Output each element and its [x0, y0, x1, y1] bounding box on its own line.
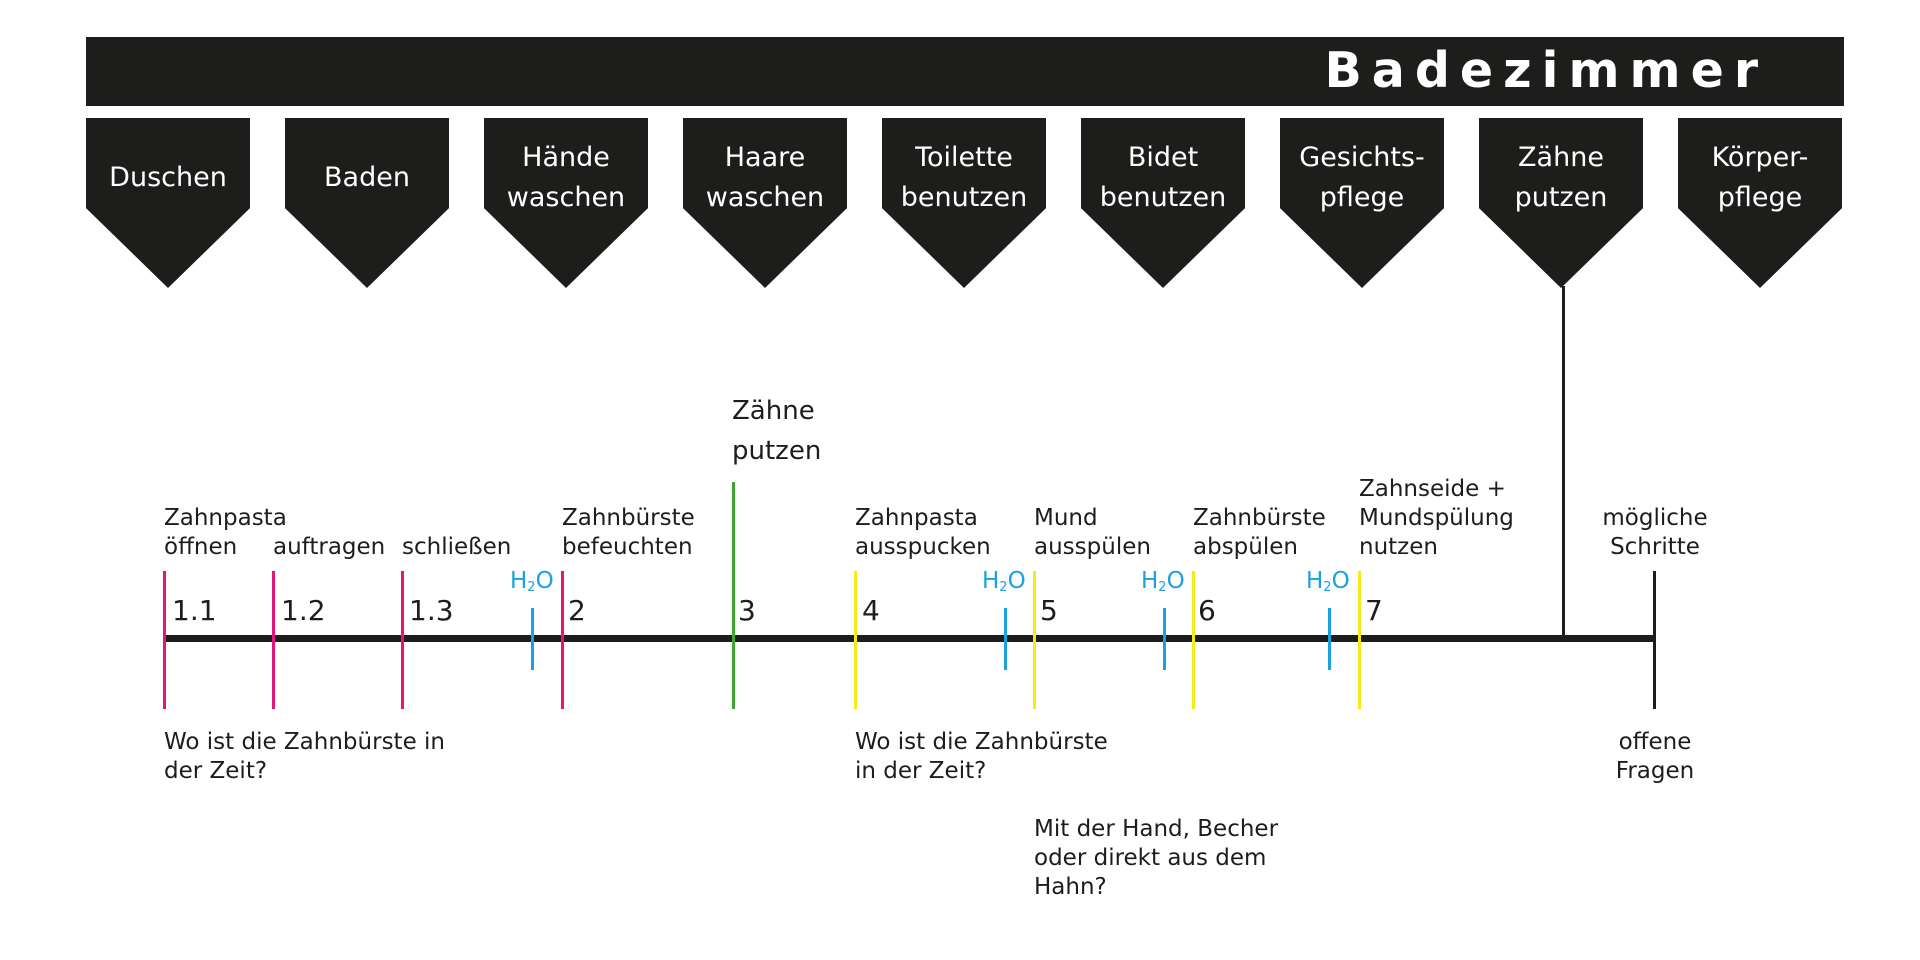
question-text: Wo ist die Zahnbürste in der Zeit?: [164, 729, 445, 784]
tab-label: Gesichts- pflege: [1299, 142, 1425, 213]
step-tick-1-2: [272, 571, 275, 709]
tab-toilette-benutzen[interactable]: Toilette benutzen: [882, 118, 1046, 288]
step-number: 1.1: [172, 594, 217, 627]
water-label: H2O: [510, 568, 554, 595]
tab-koerperpflege[interactable]: Körper- pflege: [1678, 118, 1842, 288]
tab-haare-waschen[interactable]: Haare waschen: [683, 118, 847, 288]
tab-haende-waschen[interactable]: Hände waschen: [484, 118, 648, 288]
step-tick-6: [1192, 571, 1195, 709]
tab-label: Hände waschen: [506, 142, 626, 213]
step-label: Zahnpasta öffnen: [164, 505, 287, 560]
step-label: schließen: [402, 534, 512, 560]
step-tick-1-1: [163, 571, 166, 709]
step-number: 3: [738, 594, 756, 627]
step-number: 7: [1365, 594, 1383, 627]
water-label: H2O: [982, 568, 1026, 595]
step-label: Zahnbürste befeuchten: [562, 505, 695, 560]
step-tick-7: [1358, 571, 1361, 709]
water-tick: [1163, 608, 1166, 670]
timeline-title: Zähne putzen: [732, 396, 822, 466]
tab-gesichtspflege[interactable]: Gesichts- pflege: [1280, 118, 1444, 288]
tab-baden[interactable]: Baden: [285, 118, 449, 288]
step-number: 4: [862, 594, 880, 627]
timeline-axis: [164, 635, 1655, 642]
tab-label: Zähne putzen: [1514, 142, 1608, 213]
step-number: 2: [568, 594, 586, 627]
tab-label: Duschen: [109, 162, 227, 193]
water-label: H2O: [1141, 568, 1185, 595]
step-tick-5: [1033, 571, 1036, 709]
step-number: 1.3: [409, 594, 454, 627]
question-text: Mit der Hand, Becher oder direkt aus dem…: [1034, 816, 1279, 900]
step-tick-1-3: [401, 571, 404, 709]
step-number: 1.2: [281, 594, 326, 627]
water-tick: [531, 608, 534, 670]
tab-duschen[interactable]: Duschen: [86, 118, 250, 288]
question-text: Wo ist die Zahnbürste in der Zeit?: [855, 729, 1108, 784]
step-label: Zahnpasta ausspucken: [855, 505, 991, 560]
tab-label: Bidet benutzen: [1099, 142, 1227, 213]
step-label: auftragen: [273, 534, 386, 560]
branch-connector: [1562, 286, 1565, 639]
tab-label: Baden: [324, 162, 410, 193]
tab-label: Körper- pflege: [1711, 142, 1809, 213]
water-tick: [1004, 608, 1007, 670]
timeline-end-tick: [1653, 571, 1656, 709]
step-label: Zahnbürste abspülen: [1193, 505, 1326, 560]
step-number: 5: [1040, 594, 1058, 627]
step-tick-4: [854, 571, 857, 709]
step-tick-3: [732, 482, 735, 709]
tab-label: Haare waschen: [705, 142, 825, 213]
tab-zaehne-putzen[interactable]: Zähne putzen: [1479, 118, 1643, 288]
water-tick: [1328, 608, 1331, 670]
page-title: Badezimmer: [1324, 42, 1768, 99]
step-number: 6: [1198, 594, 1216, 627]
header-bar: Badezimmer: [86, 37, 1844, 106]
end-label: mögliche Schritte: [1602, 505, 1708, 560]
step-label: Zahnseide + Mundspülung nutzen: [1359, 476, 1514, 560]
questions-label: offene Fragen: [1615, 729, 1695, 784]
step-label: Mund ausspülen: [1034, 505, 1151, 560]
tab-bidet-benutzen[interactable]: Bidet benutzen: [1081, 118, 1245, 288]
tab-label: Toilette benutzen: [900, 142, 1028, 213]
step-tick-2: [561, 571, 564, 709]
water-label: H2O: [1306, 568, 1350, 595]
